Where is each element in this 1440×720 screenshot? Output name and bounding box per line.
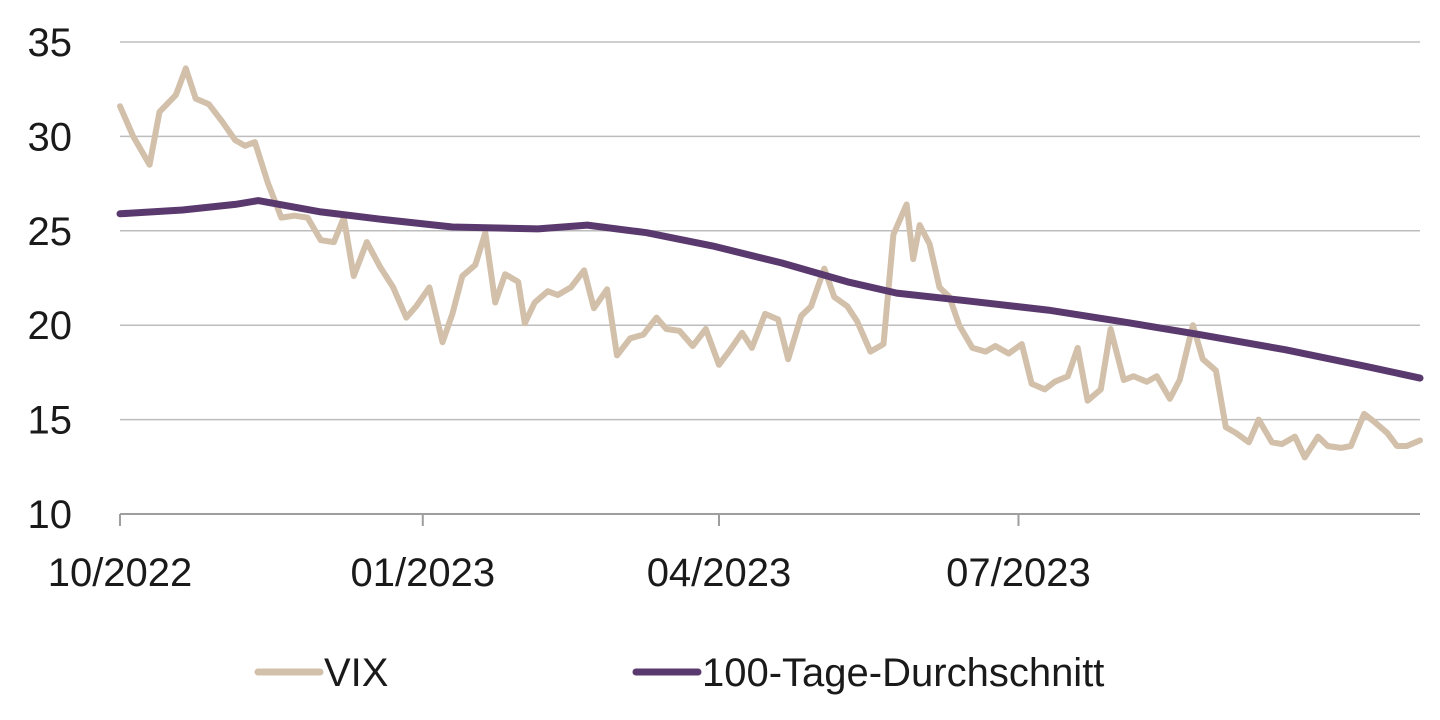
x-tick-label-10/2022: 10/2022 <box>48 551 193 595</box>
y-tick-label-15: 15 <box>28 399 73 443</box>
y-tick-label-20: 20 <box>28 304 73 348</box>
x-tick-label-01/2023: 01/2023 <box>350 551 495 595</box>
legend: VIX 100-Tage-Durchschnitt <box>254 651 1104 695</box>
series-line-vix <box>117 65 1423 461</box>
series-group <box>116 65 1424 461</box>
y-tick-label-25: 25 <box>28 210 73 254</box>
y-tick-label-10: 10 <box>28 493 73 537</box>
series-line-100-tage-durchschnitt <box>116 197 1424 382</box>
legend-label-100-tage-durchschnitt: 100-Tage-Durchschnitt <box>702 651 1104 695</box>
legend-label-vix: VIX <box>324 651 388 695</box>
axes <box>119 513 1420 526</box>
x-tick-label-04/2023: 04/2023 <box>647 551 792 595</box>
x-tick-labels: 10/2022 01/2023 04/2023 07/2023 <box>48 551 1091 595</box>
y-tick-label-30: 30 <box>28 115 73 159</box>
y-tick-label-35: 35 <box>28 21 73 65</box>
y-tick-labels: 10 15 20 25 30 35 <box>28 21 73 537</box>
x-tick-label-07/2023: 07/2023 <box>946 551 1091 595</box>
